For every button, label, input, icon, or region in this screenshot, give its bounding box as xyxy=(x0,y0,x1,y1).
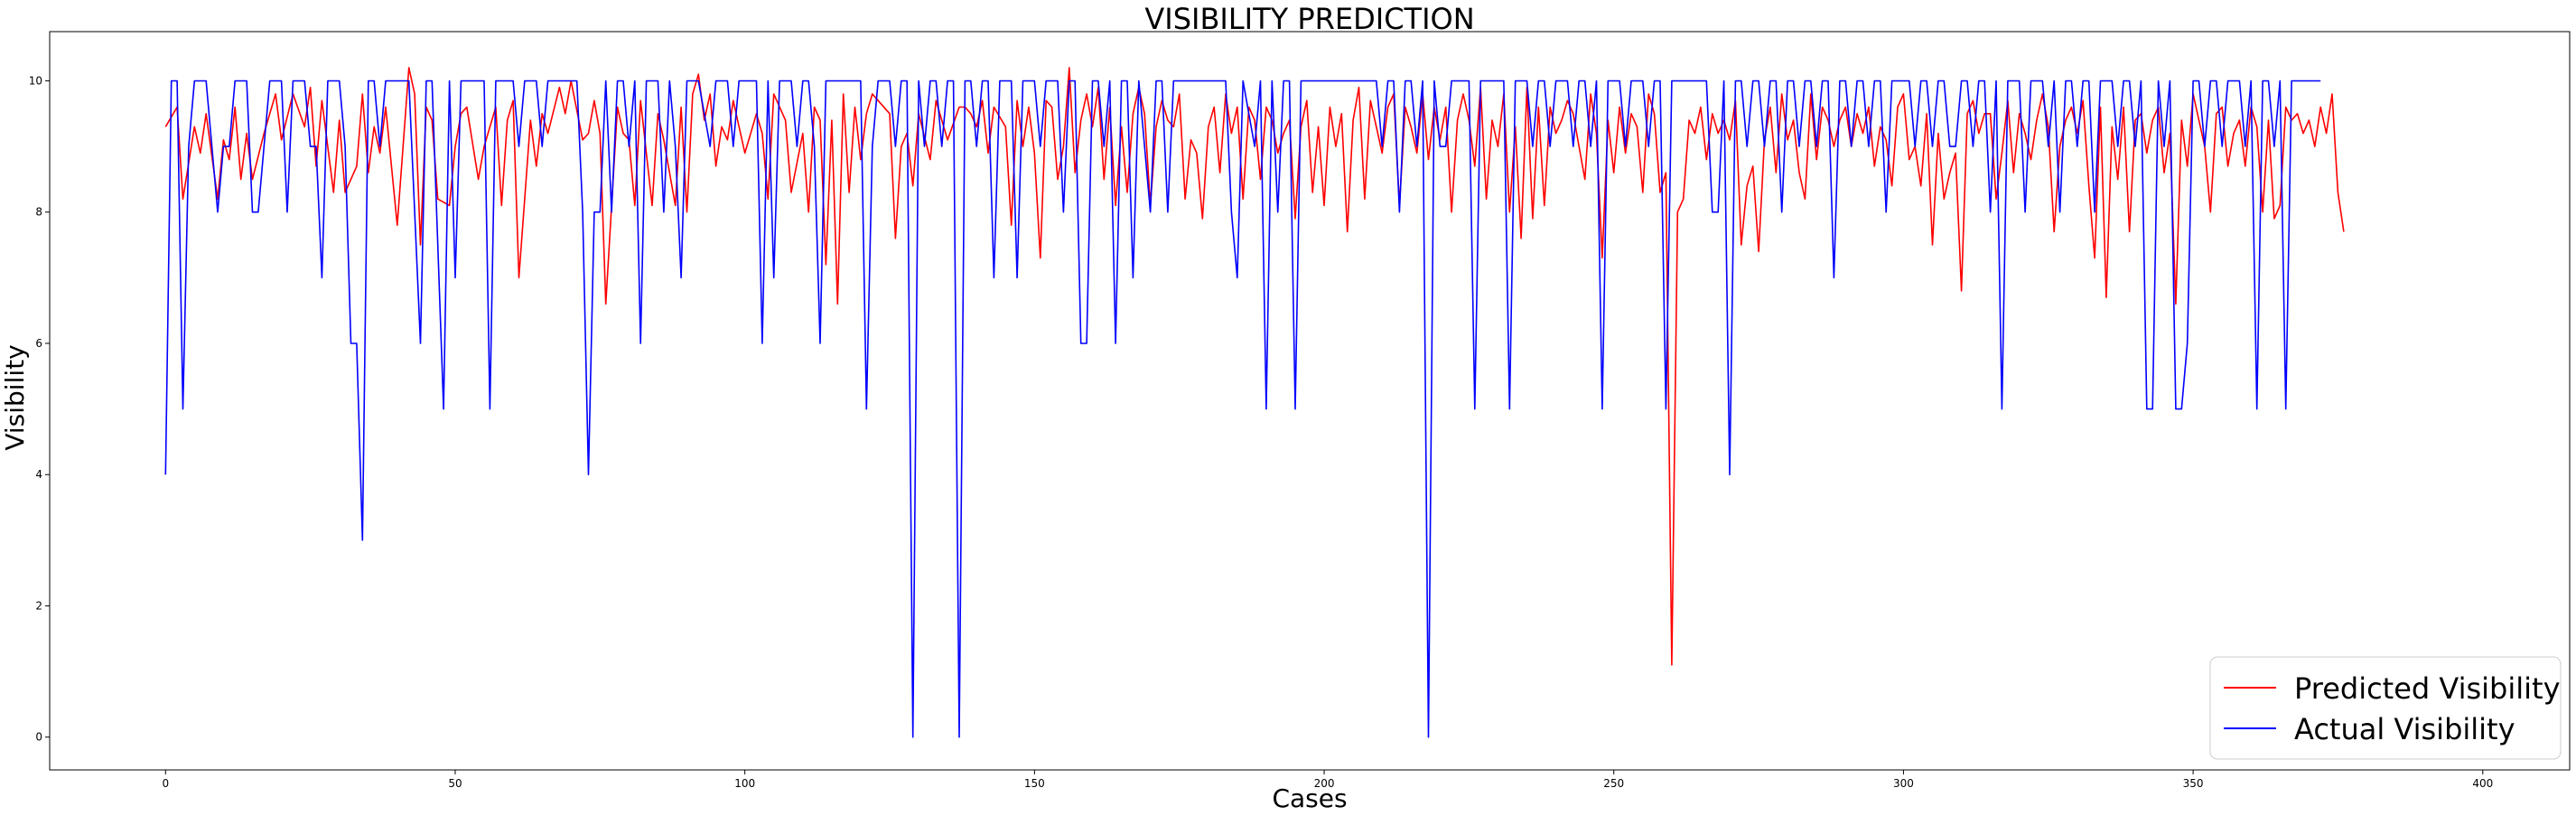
series-line-actual xyxy=(164,80,2321,738)
x-tick-label: 250 xyxy=(1603,777,1624,790)
y-tick-label: 4 xyxy=(35,468,42,481)
y-tick-label: 10 xyxy=(29,74,42,87)
x-axis-label: Cases xyxy=(1272,783,1347,813)
legend-box xyxy=(2209,656,2562,760)
plot-frame xyxy=(49,31,2571,771)
y-tick-label: 2 xyxy=(35,599,42,612)
y-axis-label: Visibility xyxy=(0,344,30,450)
y-axis-ticks: 0 2 4 6 8 10 xyxy=(29,74,50,744)
x-tick-label: 300 xyxy=(1893,777,1914,790)
series-layer xyxy=(164,67,2345,738)
y-tick-label: 6 xyxy=(35,337,42,350)
y-tick-label: 0 xyxy=(35,731,42,744)
x-tick-label: 200 xyxy=(1314,777,1335,790)
x-axis-ticks: 0 50 100 150 200 250 300 350 400 xyxy=(162,770,2493,790)
chart-title: VISIBILITY PREDICTION xyxy=(1144,2,1474,36)
x-tick-label: 350 xyxy=(2183,777,2204,790)
x-tick-label: 0 xyxy=(162,777,169,790)
legend: Predicted Visibility Actual Visibility xyxy=(2209,656,2562,760)
x-tick-label: 150 xyxy=(1024,777,1045,790)
legend-label-predicted: Predicted Visibility xyxy=(2294,671,2561,706)
y-tick-label: 8 xyxy=(35,206,42,219)
series-line-predicted xyxy=(164,67,2345,666)
legend-label-actual: Actual Visibility xyxy=(2294,712,2515,746)
x-tick-label: 400 xyxy=(2472,777,2493,790)
x-tick-label: 100 xyxy=(734,777,755,790)
x-tick-label: 50 xyxy=(448,777,462,790)
